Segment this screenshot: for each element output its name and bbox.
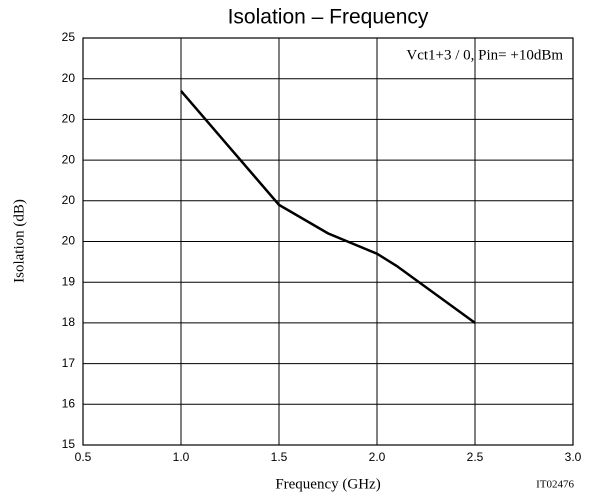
x-tick-label: 1.0 — [173, 450, 190, 464]
x-tick-label: 2.0 — [369, 450, 386, 464]
y-tick-label: 20 — [62, 193, 76, 207]
y-tick-label: 18 — [62, 315, 76, 329]
x-tick-label: 0.5 — [75, 450, 92, 464]
x-tick-label: 2.5 — [467, 450, 484, 464]
y-tick-label: 15 — [62, 437, 76, 451]
data-line — [180, 90, 476, 324]
y-tick-label: 25 — [62, 30, 76, 44]
x-tick-label: 3.0 — [565, 450, 582, 464]
annotation: Vct1+3 / 0, Pin= +10dBm — [406, 47, 563, 63]
y-tick-label: 19 — [62, 274, 76, 288]
y-tick-label: 20 — [62, 152, 76, 166]
y-tick-label: 16 — [62, 396, 76, 410]
y-axis-label: Isolation (dB) — [11, 199, 27, 283]
x-tick-label: 1.5 — [271, 450, 288, 464]
y-tick-label: 20 — [62, 71, 76, 85]
figure-id: IT02476 — [536, 479, 574, 491]
x-axis-label: Frequency (GHz) — [275, 476, 380, 492]
plot-frame — [82, 37, 574, 446]
y-tick-label: 20 — [62, 112, 76, 126]
chart-title: Isolation – Frequency — [228, 6, 429, 29]
y-tick-label: 17 — [62, 356, 76, 370]
y-tick-label: 20 — [62, 234, 76, 248]
